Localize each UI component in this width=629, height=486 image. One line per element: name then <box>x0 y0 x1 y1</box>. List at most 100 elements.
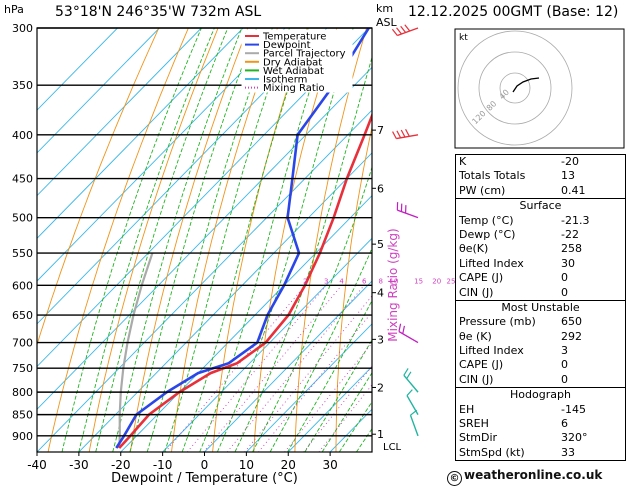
hodograph-section: Hodograph EH -145 SREH 6 StmDir 320° StmSpd… <box>456 387 625 460</box>
wet-adiabat-line <box>112 28 243 452</box>
height-unit-label-asl: ASL <box>376 16 397 29</box>
dry-adiabat-line <box>171 28 278 452</box>
wet-adiabat-line <box>269 247 372 452</box>
wet-adiabat-line <box>216 28 354 452</box>
index-row-k: K -20 <box>456 155 625 169</box>
mixing-ratio-label: 4 <box>339 277 344 285</box>
index-value: 0.41 <box>561 183 586 197</box>
dry-adiabat-line <box>129 28 249 452</box>
wind-barb-staff <box>406 395 419 415</box>
index-value: 30 <box>561 256 575 270</box>
km-tick-label: 4 <box>377 287 384 300</box>
index-value: 320° <box>561 431 588 445</box>
index-label: CIN (J) <box>459 285 494 299</box>
legend-label: Isotherm <box>263 75 307 86</box>
index-value: 292 <box>561 329 582 343</box>
index-value: 33 <box>561 445 575 459</box>
pressure-tick-label: 350 <box>12 79 33 92</box>
isotherm-line <box>246 323 372 452</box>
wind-barb-feather <box>396 27 402 35</box>
isotherm-line <box>37 28 202 197</box>
wind-barb-feather <box>400 129 406 138</box>
surface-row: CAPE (J) 0 <box>456 271 625 285</box>
x-tick-label: 0 <box>201 458 209 472</box>
location-title: 53°18'N 246°35'W 732m ASL <box>55 4 262 20</box>
mixing-ratio-label: 20 <box>432 277 441 285</box>
isotherm-line <box>37 28 370 368</box>
credit-text: © weatheronline.co.uk <box>447 468 602 486</box>
dry-adiabat-line <box>294 28 367 452</box>
hodograph-ring <box>457 30 573 146</box>
legend-label: Dewpoint <box>263 40 311 51</box>
mixing-ratio-line <box>164 285 306 452</box>
x-tick-label: 20 <box>281 458 296 472</box>
index-label: Temp (°C) <box>459 213 514 227</box>
copyright-icon: © <box>447 471 462 486</box>
hodo-row: StmSpd (kt) 33 <box>456 446 625 460</box>
dry-adiabat-line <box>37 28 160 347</box>
mixing-ratio-label: 25 <box>447 277 456 285</box>
wind-barb-staff <box>396 134 419 140</box>
hodo-row: SREH 6 <box>456 417 625 431</box>
legend-label: Temperature <box>262 32 326 43</box>
wet-adiabat-line <box>78 28 215 452</box>
hodo-row: EH -145 <box>456 403 625 417</box>
index-label: Lifted Index <box>459 256 524 270</box>
isotherm-line <box>37 28 286 282</box>
x-tick-label: 30 <box>322 458 337 472</box>
hodograph-title: Hodograph <box>510 388 571 402</box>
index-value: 258 <box>561 242 582 256</box>
wind-barb-feather <box>402 325 406 334</box>
dry-adiabat-line <box>253 28 338 452</box>
index-value: 650 <box>561 315 582 329</box>
isotherm-line <box>37 28 118 111</box>
most-unstable-title: Most Unstable <box>501 300 580 314</box>
surface-row: Temp (°C) -21.3 <box>456 214 625 228</box>
wind-barb-feather <box>404 24 411 32</box>
pressure-tick-label: 800 <box>12 386 33 399</box>
hodograph-unit-label: kt <box>459 33 468 43</box>
x-tick-label: -30 <box>69 458 89 472</box>
mixing-ratio-line <box>186 285 327 452</box>
isotherm-line <box>37 28 160 154</box>
pressure-tick-label: 650 <box>12 309 33 322</box>
index-label: CIN (J) <box>459 372 494 386</box>
index-value: 13 <box>561 169 575 183</box>
mixing-ratio-label: 10 <box>389 277 398 285</box>
surface-section: Surface Temp (°C) -21.3 Dewp (°C) -22 θe(K… <box>456 198 625 300</box>
index-label: Lifted Index <box>459 344 524 358</box>
isotherm-line <box>287 365 372 452</box>
wet-adiabat-line <box>95 28 229 452</box>
wet-adiabat-line <box>287 299 372 452</box>
index-label: StmDir <box>459 431 498 445</box>
wind-barb-staff <box>397 209 419 219</box>
index-label: StmSpd (kt) <box>459 445 525 459</box>
hodograph-trace <box>512 77 540 93</box>
mu-row: Lifted Index 3 <box>456 344 625 358</box>
mu-row: θe (K) 292 <box>456 330 625 344</box>
x-tick-label: -10 <box>153 458 173 472</box>
mixing-ratio-label: 2 <box>303 277 307 285</box>
mixing-ratio-label: 15 <box>414 277 423 285</box>
isotherm-line <box>37 109 372 452</box>
index-label: PW (cm) <box>459 183 506 197</box>
pressure-tick-label: 300 <box>12 22 33 35</box>
wind-barb-feather <box>400 25 407 33</box>
km-tick-label: 1 <box>377 428 384 441</box>
plot-area <box>37 28 372 452</box>
wet-adiabat-line <box>181 28 309 452</box>
wind-barb-feather <box>396 130 402 139</box>
index-value: 0 <box>561 358 568 372</box>
x-tick-label: -20 <box>111 458 131 472</box>
index-value: 0 <box>561 271 568 285</box>
lcl-label: LCL <box>383 442 402 453</box>
index-value: -20 <box>561 155 579 168</box>
index-value: 3 <box>561 344 568 358</box>
index-value: 0 <box>561 372 568 386</box>
index-label: θe(K) <box>459 242 489 256</box>
pressure-tick-label: 900 <box>12 430 33 443</box>
wet-adiabat-line <box>129 28 258 452</box>
isotherm-line <box>204 280 372 452</box>
pressure-tick-label: 400 <box>12 129 33 142</box>
